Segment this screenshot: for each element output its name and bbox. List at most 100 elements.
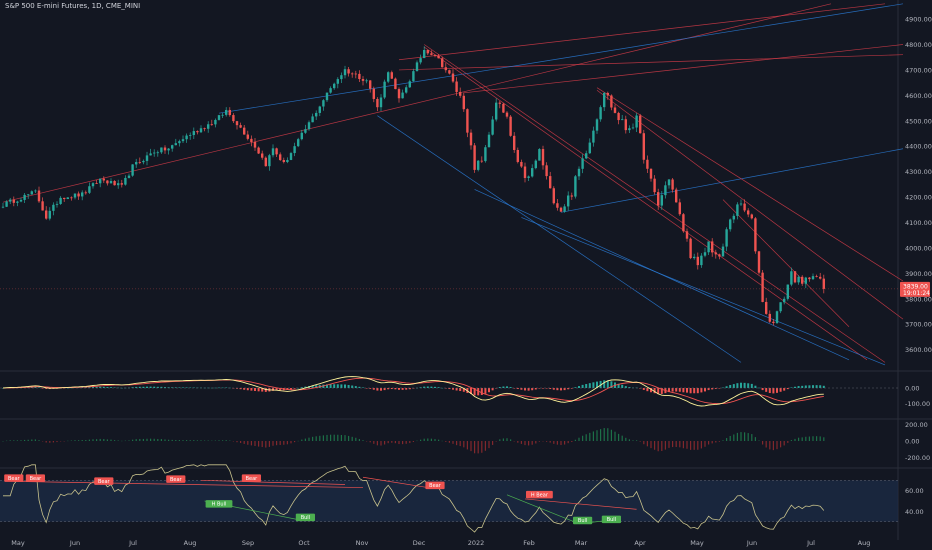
macd-histogram-bar xyxy=(408,388,411,390)
histogram-bar xyxy=(344,435,346,441)
candle-body xyxy=(397,89,401,99)
candle-body xyxy=(189,135,192,136)
histogram-bar xyxy=(427,438,429,441)
macd-histogram-bar xyxy=(398,388,400,390)
rsi-signal-label: Bear xyxy=(429,483,442,489)
y-tick-label: 4900.00 xyxy=(905,16,932,24)
rsi-signal-label-bg xyxy=(425,481,445,490)
candle-body xyxy=(372,88,375,99)
candle-body xyxy=(495,102,498,120)
trendline xyxy=(218,3,904,114)
histogram-bar xyxy=(794,438,796,441)
macd-histogram-bar xyxy=(491,388,494,391)
macd-histogram-bar xyxy=(2,388,4,389)
histogram-bar xyxy=(452,441,454,444)
candle-body xyxy=(729,219,732,230)
candle-body xyxy=(376,98,379,108)
candle-body xyxy=(257,147,260,154)
candle-body xyxy=(786,284,789,299)
histogram-bar xyxy=(240,441,242,443)
macd-histogram-bar xyxy=(455,388,458,391)
histogram-bar xyxy=(474,441,476,454)
candle-body xyxy=(109,181,113,184)
histogram-bar xyxy=(484,441,486,451)
candle-body xyxy=(192,131,195,136)
histogram-bar xyxy=(488,441,490,449)
macd-histogram-bar xyxy=(160,386,163,388)
histogram-bar xyxy=(175,439,177,441)
candle-body xyxy=(88,186,91,193)
macd-histogram-bar xyxy=(412,388,415,389)
macd-tick-label: -100.00 xyxy=(905,400,930,408)
macd-histogram-bar xyxy=(696,388,699,394)
candle-body xyxy=(815,276,818,277)
macd-histogram-bar xyxy=(488,388,490,393)
x-tick-label: Jun xyxy=(746,539,757,547)
candle-body xyxy=(606,92,609,96)
macd-histogram-bar xyxy=(351,385,354,388)
histogram-bar xyxy=(135,439,137,441)
macd-histogram-bar xyxy=(480,388,483,395)
histogram-bar xyxy=(448,441,450,443)
histogram-bar xyxy=(639,441,641,442)
candle-body xyxy=(624,119,627,131)
histogram-bar xyxy=(387,441,389,444)
histogram-tick-label: -200.00 xyxy=(905,454,930,462)
candle-body xyxy=(347,69,350,74)
macd-histogram-bar xyxy=(340,384,343,388)
candle-body xyxy=(77,193,80,197)
macd-histogram-bar xyxy=(599,380,602,388)
histogram-bar xyxy=(391,441,393,443)
macd-histogram-bar xyxy=(470,388,472,395)
histogram-bar xyxy=(625,437,627,441)
trendline xyxy=(2,3,832,203)
histogram-bar xyxy=(250,441,252,446)
candle-body xyxy=(423,50,426,59)
histogram-bar xyxy=(196,440,198,441)
macd-histogram-bar xyxy=(297,387,300,389)
histogram-bar xyxy=(585,434,587,441)
candle-body xyxy=(37,190,41,202)
candle-body xyxy=(642,133,645,160)
macd-histogram-bar xyxy=(765,388,768,392)
macd-histogram-bar xyxy=(761,388,764,391)
candle-body xyxy=(567,195,570,207)
candle-body xyxy=(779,302,782,312)
candle-body xyxy=(804,277,807,284)
candle-body xyxy=(675,189,678,203)
histogram-bar xyxy=(20,440,22,441)
macd-histogram-bar xyxy=(362,387,364,389)
trendline xyxy=(596,89,904,320)
candle-body xyxy=(711,241,714,253)
macd-histogram-bar xyxy=(812,385,814,388)
macd-histogram-bar xyxy=(192,387,195,388)
candle-body xyxy=(559,207,563,212)
histogram-bar xyxy=(110,439,112,441)
macd-histogram-bar xyxy=(711,388,714,390)
histogram-bar xyxy=(531,441,533,445)
candle-body xyxy=(91,183,95,187)
rsi-divergence-line xyxy=(362,476,428,488)
candle-body xyxy=(628,128,631,131)
y-tick-label: 4600.00 xyxy=(905,92,932,100)
macd-histogram-bar xyxy=(545,388,548,389)
histogram-bar xyxy=(603,428,605,441)
candle-body xyxy=(149,153,152,156)
candle-body xyxy=(5,201,8,207)
candle-body xyxy=(747,210,750,215)
macd-histogram-bar xyxy=(689,388,692,394)
candle-body xyxy=(739,203,743,205)
histogram-bar xyxy=(816,436,818,441)
histogram-bar xyxy=(222,440,224,441)
candle-body xyxy=(336,79,339,84)
trendline xyxy=(596,87,904,282)
x-tick-label: Dec xyxy=(413,539,426,547)
candle-body xyxy=(315,112,318,117)
histogram-bar xyxy=(744,432,746,441)
macd-histogram-bar xyxy=(171,387,174,388)
candle-body xyxy=(811,276,815,280)
candle-body xyxy=(595,119,599,131)
histogram-bar xyxy=(823,437,825,441)
candle-body xyxy=(217,115,221,120)
macd-histogram-bar xyxy=(214,387,217,389)
